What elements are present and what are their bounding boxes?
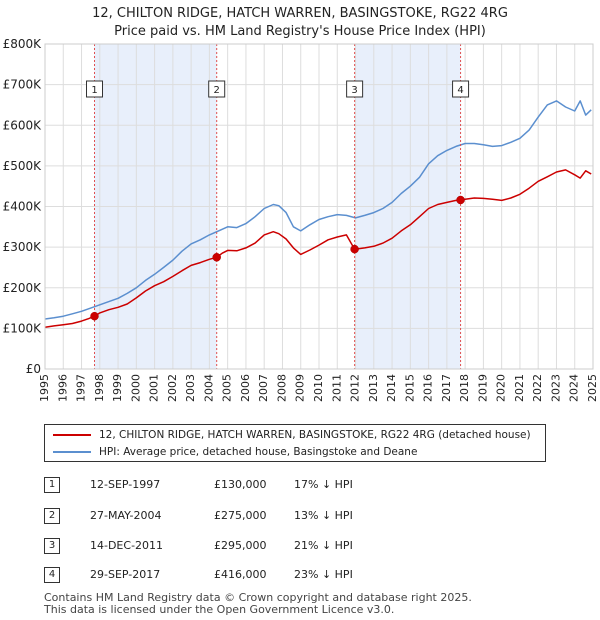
x-tick-label: 2020: [495, 374, 508, 402]
x-tick-label: 2006: [239, 374, 252, 402]
x-tick-label: 1998: [93, 374, 106, 402]
footer-license: This data is licensed under the Open Gov…: [44, 603, 395, 616]
transaction-row: 4 29-SEP-2017 £416,000 23% ↓ HPI: [44, 567, 564, 585]
sale-label-box: [452, 80, 470, 98]
y-tick-label: £200K: [3, 281, 43, 295]
transaction-hpi-diff: 21% ↓ HPI: [294, 539, 353, 552]
sale-point: [90, 311, 99, 321]
y-tick-label: £500K: [3, 159, 43, 173]
transaction-hpi-diff: 23% ↓ HPI: [294, 568, 353, 581]
sale-point: [456, 195, 465, 205]
sale-label-box: [86, 80, 104, 98]
sale-label: 3: [351, 85, 357, 96]
x-tick-label: 2015: [403, 374, 416, 402]
x-tick-label: 2012: [349, 374, 362, 402]
legend-hpi-label: HPI: Average price, detached house, Basi…: [99, 446, 418, 458]
x-tick-label: 2009: [294, 374, 307, 402]
transaction-price: £416,000: [214, 568, 267, 581]
x-tick-label: 2002: [166, 374, 179, 402]
transaction-price: £275,000: [214, 509, 267, 522]
chart-subtitle: Price paid vs. HM Land Registry's House …: [114, 24, 486, 39]
transaction-hpi-diff: 17% ↓ HPI: [294, 478, 353, 491]
hpi-line-swatch: [53, 451, 91, 453]
sale-point: [350, 244, 359, 254]
transaction-date: 29-SEP-2017: [90, 568, 161, 581]
x-tick-label: 2010: [312, 374, 325, 402]
x-tick-label: 2025: [586, 374, 599, 402]
hpi-line: [44, 100, 592, 320]
x-tick-label: 2017: [440, 374, 453, 402]
x-tick-label: 2000: [129, 374, 142, 402]
x-tick-label: 2004: [202, 374, 215, 402]
y-tick-label: £0: [26, 362, 41, 376]
transaction-row: 1 12-SEP-1997 £130,000 17% ↓ HPI: [44, 477, 564, 495]
y-tick-label: £400K: [3, 200, 43, 214]
sale-label-box: [208, 80, 226, 98]
y-tick-label: £700K: [3, 78, 43, 92]
transaction-number-badge: 3: [44, 538, 60, 554]
legend-item-property: 12, CHILTON RIDGE, HATCH WARREN, BASINGS…: [53, 427, 531, 443]
x-tick-label: 2021: [513, 374, 526, 402]
transaction-date: 14-DEC-2011: [90, 539, 164, 552]
sale-label: 1: [91, 85, 97, 96]
x-tick-label: 2023: [549, 374, 562, 402]
sale-label-box: [346, 80, 364, 98]
legend-property-label: 12, CHILTON RIDGE, HATCH WARREN, BASINGS…: [99, 429, 531, 441]
transaction-number-badge: 1: [44, 477, 60, 493]
x-tick-label: 2014: [385, 374, 398, 402]
price-chart: £0 £100K £200K £300K £400K £500K £600K £700K £80…: [3, 37, 599, 402]
x-tick-label: 2019: [476, 374, 489, 402]
transaction-price: £130,000: [214, 478, 267, 491]
legend: 12, CHILTON RIDGE, HATCH WARREN, BASINGS…: [44, 424, 546, 462]
plot-border: [44, 43, 594, 370]
y-tick-label: £600K: [3, 118, 43, 132]
x-tick-label: 2018: [458, 374, 471, 402]
y-tick-label: £800K: [3, 37, 43, 51]
y-tick-label: £100K: [3, 321, 43, 335]
transaction-hpi-diff: 13% ↓ HPI: [294, 509, 353, 522]
sale-label: 4: [457, 85, 463, 96]
y-tick-label: £300K: [3, 240, 43, 254]
sale-label: 2: [214, 85, 220, 96]
x-tick-label: 2001: [148, 374, 161, 402]
x-tick-label: 1997: [75, 374, 88, 402]
x-tick-label: 1995: [38, 374, 51, 402]
x-tick-label: 1999: [111, 374, 124, 402]
chart-title: 12, CHILTON RIDGE, HATCH WARREN, BASINGS…: [92, 6, 508, 21]
transaction-row: 3 14-DEC-2011 £295,000 21% ↓ HPI: [44, 538, 564, 556]
legend-item-hpi: HPI: Average price, detached house, Basi…: [53, 444, 417, 460]
footer-copyright: Contains HM Land Registry data © Crown c…: [44, 591, 472, 604]
x-tick-label: 2016: [422, 374, 435, 402]
property-price-line: [44, 169, 592, 328]
x-tick-label: 2011: [330, 374, 343, 402]
x-tick-label: 2007: [257, 374, 270, 402]
x-tick-label: 2003: [184, 374, 197, 402]
x-tick-label: 2005: [221, 374, 234, 402]
property-line-swatch: [53, 434, 91, 436]
x-tick-label: 2022: [531, 374, 544, 402]
sale-point: [212, 253, 221, 262]
x-tick-label: 2008: [275, 374, 288, 402]
transaction-number-badge: 4: [44, 567, 60, 583]
transaction-date: 12-SEP-1997: [90, 478, 161, 491]
transaction-price: £295,000: [214, 539, 267, 552]
x-tick-label: 2024: [568, 374, 581, 402]
transaction-number-badge: 2: [44, 508, 60, 524]
x-tick-label: 1996: [56, 374, 69, 402]
transaction-date: 27-MAY-2004: [90, 509, 162, 522]
x-tick-label: 2013: [367, 374, 380, 402]
transaction-row: 2 27-MAY-2004 £275,000 13% ↓ HPI: [44, 508, 564, 526]
